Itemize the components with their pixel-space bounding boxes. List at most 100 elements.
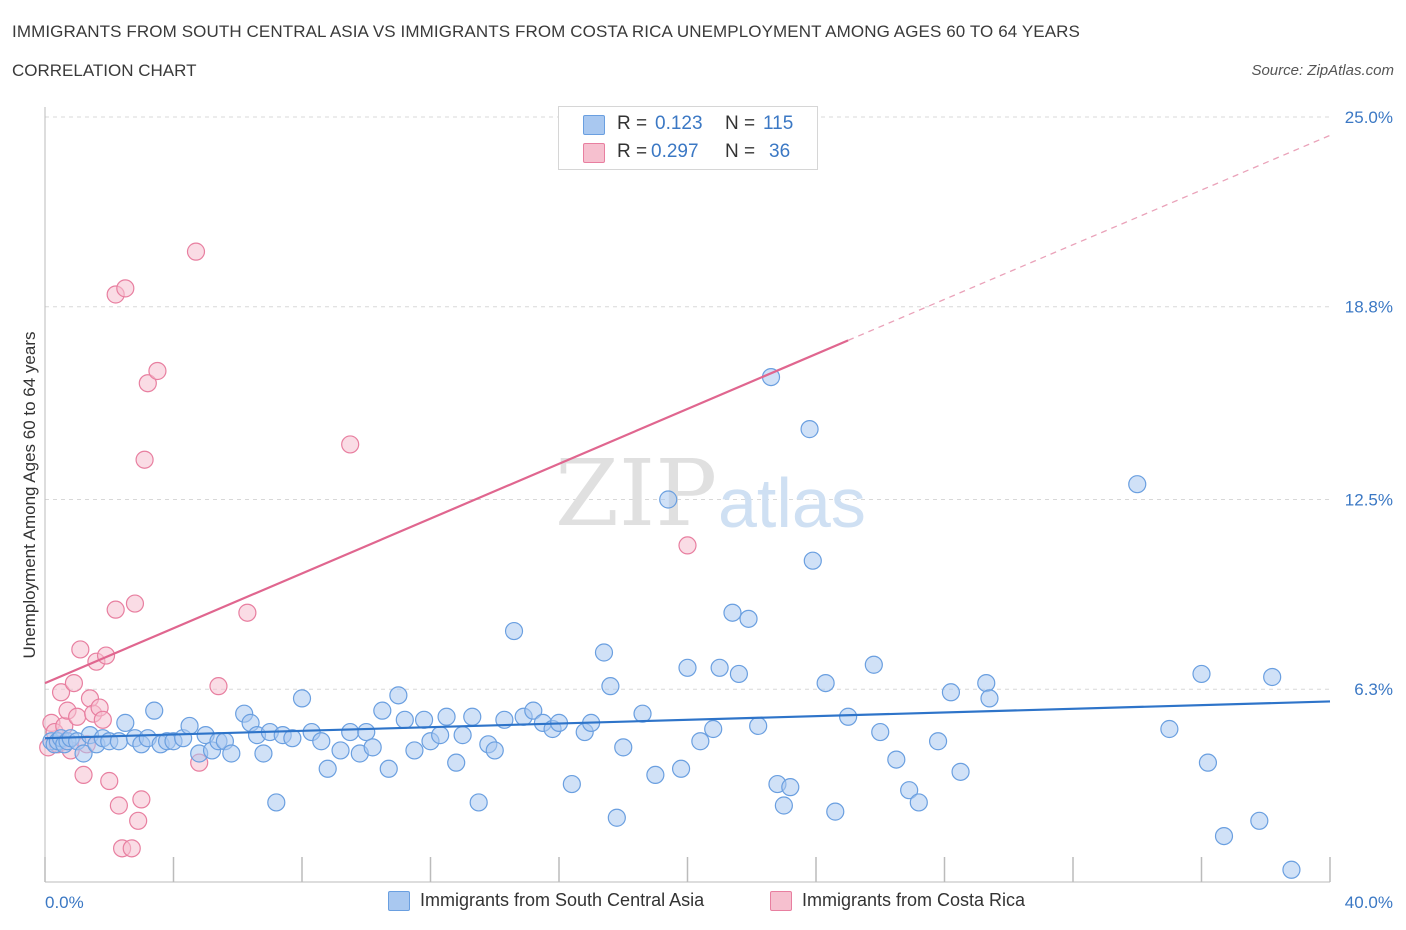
south-central-asia-point <box>928 732 948 751</box>
r-label: R = <box>617 141 648 162</box>
south-central-asia-point <box>373 701 392 720</box>
south-central-asia-point <box>839 707 858 726</box>
south-central-asia-point <box>980 689 999 708</box>
costa-rica-points <box>39 242 697 858</box>
south-central-asia-point <box>710 658 729 677</box>
south-central-asia-point <box>389 686 408 705</box>
south-central-asia-point <box>292 689 312 708</box>
costa-rica-point <box>71 640 90 659</box>
south-central-asia-point <box>1282 860 1301 879</box>
south-central-asia-point <box>222 744 241 763</box>
south-central-asia-point <box>453 726 472 745</box>
south-central-asia-point <box>826 802 845 821</box>
south-central-asia-points <box>42 368 1301 879</box>
costa-rica-point <box>116 279 135 298</box>
y-tick-label: 18.8% <box>1345 298 1393 317</box>
south-central-asia-point <box>1250 811 1269 830</box>
south-central-asia-point <box>283 729 302 748</box>
trend-lines <box>44 134 1331 740</box>
south-central-asia-point <box>739 609 758 628</box>
south-central-asia-point <box>871 722 890 742</box>
south-central-asia-point <box>447 753 466 772</box>
x-tick-labels: 0.0% 40.0% <box>45 893 1393 912</box>
south-central-asia-point <box>1192 664 1211 684</box>
correlation-legend: R = 0.123 N = 115 R = 0.297 N = 36 <box>558 106 818 170</box>
south-central-asia-point <box>774 796 793 815</box>
south-central-asia-point <box>691 732 710 751</box>
pink-swatch <box>770 891 792 911</box>
costa-rica-point <box>238 603 257 622</box>
series-legend: Immigrants from South Central Asia Immig… <box>0 888 1406 916</box>
south-central-asia-point <box>562 774 581 794</box>
chart-title: IMMIGRANTS FROM SOUTH CENTRAL ASIA VS IM… <box>12 22 1080 41</box>
south-central-asia-point <box>312 732 331 751</box>
costa-rica-point <box>209 677 228 696</box>
south-central-asia-point <box>395 710 414 729</box>
costa-rica-point <box>68 707 87 726</box>
south-central-asia-point <box>601 677 620 696</box>
n-value: 36 <box>769 141 791 162</box>
costa-rica-point <box>125 594 145 613</box>
watermark-zip: ZIP <box>555 440 717 547</box>
x-tick-label: 40.0% <box>1345 893 1393 912</box>
south-central-asia-point <box>1160 719 1179 739</box>
south-central-asia-point <box>1128 475 1147 494</box>
south-central-asia-point <box>437 707 456 726</box>
costa-rica-point <box>678 536 697 555</box>
y-tick-label: 6.3% <box>1354 680 1393 699</box>
chart-subtitle: CORRELATION CHART <box>12 61 197 80</box>
south-central-asia-point <box>463 707 482 726</box>
south-central-asia-point <box>729 664 749 684</box>
south-central-asia-point <box>951 762 970 781</box>
legend-label: Immigrants from Costa Rica <box>802 890 1026 910</box>
south-central-asia-point <box>363 738 382 757</box>
costa-rica-point <box>148 361 167 381</box>
y-tick-labels: 6.3% 12.5% 18.8% 25.0% <box>1345 108 1393 699</box>
south-central-asia-point <box>723 603 742 622</box>
south-central-asia-point <box>180 716 199 736</box>
south-central-asia-point <box>357 722 376 742</box>
axes <box>44 107 1331 883</box>
watermark: ZIP atlas <box>555 440 866 547</box>
south-central-asia-point <box>1263 667 1282 687</box>
south-central-asia-point <box>977 673 996 693</box>
south-central-asia-point <box>803 551 822 570</box>
pink-swatch <box>583 143 605 163</box>
south-central-asia-point <box>941 683 961 702</box>
costa-rica-point <box>93 710 112 729</box>
south-central-asia-point <box>504 621 524 641</box>
costa-rica-point <box>51 683 71 702</box>
south-central-asia-point <box>704 719 723 739</box>
costa-rica-trend-line <box>44 339 849 685</box>
south-central-asia-point <box>116 713 135 732</box>
blue-swatch <box>583 115 605 135</box>
south-central-asia-point <box>74 744 93 763</box>
costa-rica-point <box>341 435 360 454</box>
south-central-asia-point <box>267 793 286 812</box>
south-central-asia-point <box>614 738 633 757</box>
south-central-asia-point <box>887 750 906 769</box>
costa-rica-point <box>106 600 125 619</box>
y-tick-label: 25.0% <box>1345 108 1393 127</box>
blue-swatch <box>388 891 410 911</box>
costa-rica-point <box>100 771 119 791</box>
costa-rica-point <box>129 811 148 830</box>
costa-rica-point <box>122 839 141 858</box>
south-central-asia-point <box>900 781 919 800</box>
south-central-asia-trend-line <box>44 700 1331 740</box>
costa-rica-point <box>74 765 93 785</box>
south-central-asia-point <box>331 741 350 760</box>
south-central-asia-point <box>1214 826 1234 846</box>
south-central-asia-point <box>646 765 665 785</box>
south-central-asia-point <box>800 420 819 439</box>
south-central-asia-point <box>524 701 543 720</box>
south-central-asia-point <box>678 658 697 677</box>
costa-rica-point <box>132 790 151 809</box>
costa-rica-point <box>186 242 206 261</box>
south-central-asia-point <box>341 722 360 742</box>
n-value: 115 <box>763 113 794 134</box>
south-central-asia-point <box>485 741 504 760</box>
legend-label: Immigrants from South Central Asia <box>420 890 705 910</box>
costa-rica-point <box>138 374 157 393</box>
